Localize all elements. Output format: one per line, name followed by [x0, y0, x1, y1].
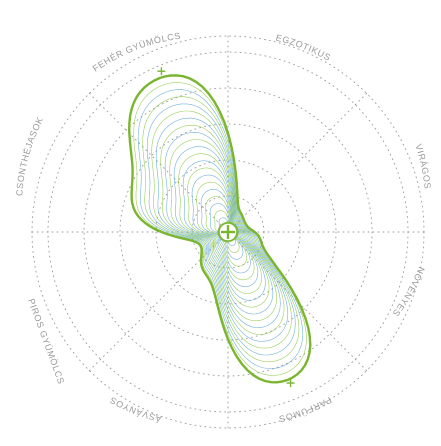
axis-label-piros-gyumolcs: PIROS GYÜMÖLCS: [26, 297, 66, 385]
profile-contour: [155, 117, 289, 342]
endpoint-plus-icon: [157, 67, 166, 76]
axis-label-feher-gyumolcs: FEHÉR GYÜMÖLCS: [91, 31, 182, 74]
axis-label-viragos: VIRÁGOS: [413, 143, 432, 190]
axis-label-parfumos: PARFÜMÖS: [278, 395, 334, 424]
radar-grid: [31, 35, 425, 429]
profile-markers: [157, 67, 295, 388]
profile-contour: [142, 96, 300, 363]
profile-contour: [217, 221, 239, 243]
profile-contour: [137, 89, 304, 369]
grid-ring: [155, 159, 301, 305]
axis-label-novenyes: NÖVÉNYES: [390, 265, 426, 318]
axis-label-asvanyos: ÁSVÁNYOS: [108, 395, 163, 424]
profile-contour: [173, 146, 274, 315]
profile-outline: [127, 74, 312, 384]
endpoint-plus-icon: [286, 379, 295, 388]
grid-ring: [83, 87, 373, 377]
grid-ring: [119, 123, 337, 341]
profile-contour: [164, 131, 281, 329]
profile-contour: [146, 103, 296, 356]
aroma-profile-shape: [127, 74, 312, 384]
profile-contour: [160, 124, 285, 335]
axis-label-csonthejasok: CSONTHÉJASOK: [14, 115, 45, 196]
profile-contour: [151, 110, 292, 349]
profile-contour: [178, 153, 270, 308]
profile-contour: [169, 139, 277, 322]
axis-label-egzotikus: EGZOTIKUS: [275, 33, 333, 63]
center-plus-icon: [221, 225, 235, 239]
profile-contour: [182, 160, 266, 301]
